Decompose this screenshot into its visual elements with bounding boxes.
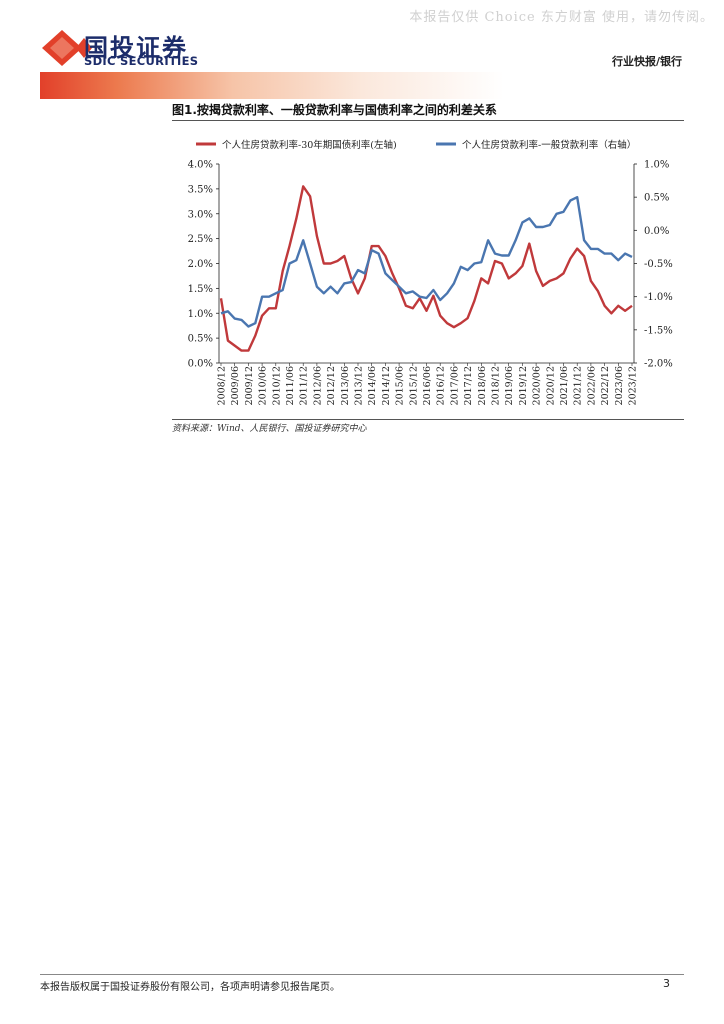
- right-tick-label: -1.0%: [644, 292, 673, 303]
- sdic-logo-icon: [42, 30, 92, 66]
- page-number: 3: [663, 977, 670, 990]
- x-tick-label: 2009/06: [230, 366, 241, 405]
- x-tick-label: 2013/12: [354, 366, 365, 405]
- footer-rule: [40, 974, 684, 975]
- x-tick-label: 2008/12: [217, 366, 228, 405]
- header-band: [40, 72, 684, 99]
- figure-top-rule: [172, 120, 684, 121]
- x-tick-label: 2018/12: [491, 366, 502, 405]
- x-tick-label: 2015/06: [395, 366, 406, 405]
- legend-label-mortgage-minus-treasury: 个人住房贷款利率-30年期国债利率(左轴): [222, 139, 397, 151]
- right-axis-ticks: -2.0% -1.5% -1.0% -0.5% 0.0% 0.5% 1.0%: [634, 160, 673, 370]
- brand-name-en: SDIC SECURITIES: [84, 54, 199, 68]
- left-axis-ticks: 0.0% 0.5% 1.0% 1.5% 2.0% 2.5% 3.0% 3.5% 4.0%: [188, 160, 219, 370]
- spread-line-chart: 个人住房贷款利率-30年期国债利率(左轴) 个人住房贷款利率-一般贷款利率（右轴…: [188, 139, 673, 405]
- x-tick-label: 2018/06: [477, 366, 488, 405]
- x-tick-label: 2009/12: [244, 366, 255, 405]
- right-tick-label: 0.0%: [644, 226, 669, 237]
- left-tick-label: 2.5%: [188, 234, 213, 245]
- left-tick-label: 0.0%: [188, 359, 213, 370]
- x-tick-label: 2011/06: [285, 366, 296, 405]
- logo-diamond-inner: [50, 37, 74, 59]
- x-tick-label: 2023/06: [614, 366, 625, 405]
- right-tick-label: -2.0%: [644, 359, 673, 370]
- chart-legend: 个人住房贷款利率-30年期国债利率(左轴) 个人住房贷款利率-一般贷款利率（右轴…: [196, 139, 636, 151]
- x-tick-label: 2017/06: [449, 366, 460, 405]
- figure-title: 图1.按揭贷款利率、一般贷款利率与国债利率之间的利差关系: [172, 103, 497, 117]
- left-tick-label: 1.5%: [188, 284, 213, 295]
- series-line-mortgage-minus-treasury: [219, 185, 633, 352]
- logo-diamond-small: [76, 38, 92, 58]
- watermark-text: 本报告仅供 Choice 东方财富 使用，请勿传阅。: [409, 10, 714, 25]
- figure-source: 资料来源：Wind、人民银行、国投证券研究中心: [172, 424, 367, 434]
- right-tick-label: -1.5%: [644, 325, 673, 336]
- left-tick-label: 4.0%: [188, 160, 213, 171]
- right-tick-label: 1.0%: [644, 160, 669, 171]
- x-tick-label: 2013/06: [340, 366, 351, 405]
- x-axis-ticks: 2008/12 2009/06 2009/12 2010/06 2010/12 2011/…: [217, 363, 639, 405]
- x-tick-label: 2012/06: [312, 366, 323, 405]
- series-lines: [219, 185, 633, 352]
- x-tick-label: 2020/12: [545, 366, 556, 405]
- x-tick-label: 2021/12: [573, 366, 584, 405]
- x-tick-label: 2020/06: [532, 366, 543, 405]
- x-tick-label: 2010/12: [271, 366, 282, 405]
- left-tick-label: 2.0%: [188, 259, 213, 270]
- x-tick-label: 2017/12: [463, 366, 474, 405]
- left-tick-label: 3.5%: [188, 184, 213, 195]
- x-tick-label: 2019/06: [504, 366, 515, 405]
- right-tick-label: -0.5%: [644, 259, 673, 270]
- footer-disclaimer: 本报告版权属于国投证券股份有限公司，各项声明请参见报告尾页。: [40, 982, 340, 993]
- legend-label-mortgage-minus-general: 个人住房贷款利率-一般贷款利率（右轴）: [462, 139, 636, 151]
- x-tick-label: 2010/06: [258, 366, 269, 405]
- x-tick-label: 2014/12: [381, 366, 392, 405]
- x-tick-label: 2021/06: [559, 366, 570, 405]
- x-tick-label: 2015/12: [408, 366, 419, 405]
- x-tick-label: 2014/06: [367, 366, 378, 405]
- x-tick-label: 2019/12: [518, 366, 529, 405]
- series-line-mortgage-minus-general: [220, 195, 633, 328]
- report-category: 行业快报/银行: [611, 55, 682, 68]
- x-tick-label: 2023/12: [628, 366, 639, 405]
- x-tick-label: 2012/12: [326, 366, 337, 405]
- brand-name-cn: 国投证券: [84, 34, 188, 62]
- x-tick-label: 2016/06: [422, 366, 433, 405]
- x-tick-label: 2022/06: [586, 366, 597, 405]
- left-tick-label: 1.0%: [188, 309, 213, 320]
- x-tick-label: 2011/12: [299, 366, 310, 405]
- left-tick-label: 3.0%: [188, 209, 213, 220]
- x-tick-label: 2022/12: [600, 366, 611, 405]
- left-tick-label: 0.5%: [188, 334, 213, 345]
- x-tick-label: 2016/12: [436, 366, 447, 405]
- right-tick-label: 0.5%: [644, 193, 669, 204]
- figure-bottom-rule: [172, 419, 684, 420]
